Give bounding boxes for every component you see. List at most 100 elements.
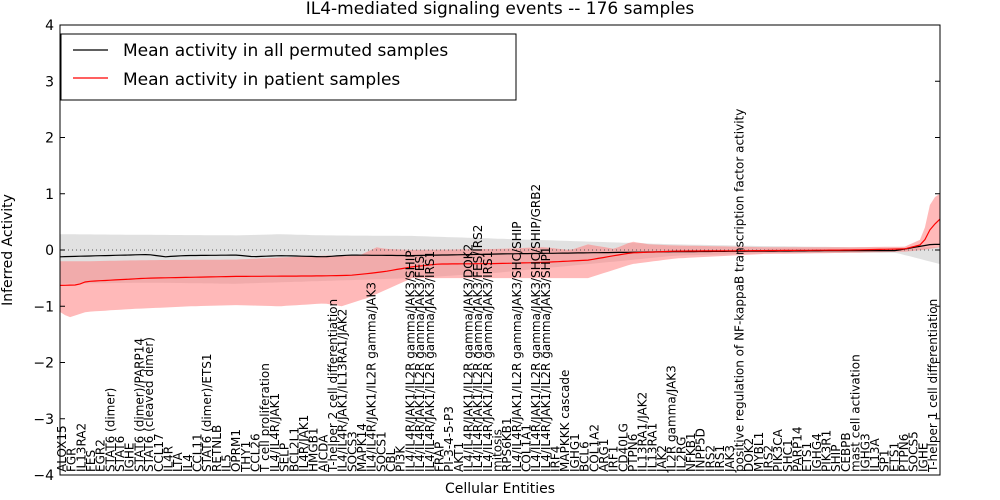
x-category-label: IL4/IL4R/JAK1/IL2R gamma/JAK3/SHIP <box>403 251 417 472</box>
x-category-label: IL2R gamma/JAK3 <box>665 365 679 472</box>
x-category-label: positive regulation of NF-kappaB transcr… <box>732 109 746 472</box>
x-category-label: CCL11 <box>191 433 205 472</box>
x-category-label: RPS6KB1 <box>500 417 514 472</box>
x-category-label: CEBPB <box>839 432 853 472</box>
y-tick-label: 1 <box>45 187 54 203</box>
x-category-label: T-helper 2 cell differentiation <box>326 299 340 473</box>
y-tick-label: 0 <box>45 243 54 259</box>
x-category-label: IGHG4 <box>810 433 824 472</box>
x-category-label: AKT1 <box>452 442 466 472</box>
y-tick-label: −4 <box>33 468 54 484</box>
x-category-label: SHC1 <box>781 439 795 472</box>
x-category-label: ALOX15 <box>55 425 69 472</box>
x-category-label: COL1A2 <box>587 424 601 472</box>
x-category-label: CCL26 <box>249 433 263 472</box>
x-category-label: THY1 <box>239 441 253 473</box>
x-category-label: IL4 <box>181 454 195 472</box>
x-category-label: NFKB1 <box>684 432 698 472</box>
x-category-label: PTPN6 <box>626 434 640 472</box>
x-category-label: T-helper 1 cell differentiation <box>926 299 940 473</box>
x-category-label: DOK2 <box>742 438 756 472</box>
x-category-label: IL4/IL4R/JAK1/IL2R gamma/JAK3/FES <box>413 256 427 472</box>
x-category-label: IL4/IL4R/JAK1/IL2R gamma/JAK3/FES/IRS2 <box>471 225 485 472</box>
x-category-label: SOCS1 <box>374 431 388 472</box>
x-category-label: CBL <box>384 448 398 472</box>
x-category-label: IRS2 <box>762 445 776 472</box>
x-category-label: PI-3-4-5-P3 <box>442 406 456 472</box>
x-category-label: IL4/IL4R/JAK1/IL2R gamma/JAK3/SHC/SHIP/G… <box>529 184 543 472</box>
x-category-label: IL4/IL4R/JAK1/IL2R gamma/JAK3/DOK2 <box>462 244 476 472</box>
y-tick-label: 2 <box>45 131 54 147</box>
x-category-label: JAK2 <box>655 445 669 473</box>
x-category-label: COL1A1 <box>520 424 534 472</box>
x-category-label: IGHG3 <box>858 433 872 472</box>
y-axis: −4 −3 −2 −1 0 1 2 3 4 <box>33 18 940 484</box>
y-tick-label: −3 <box>33 412 54 428</box>
x-category-label: IGHG1 <box>568 433 582 472</box>
x-category-label: MYBL1 <box>752 432 766 472</box>
x-category-label: IL4R/JAK1 <box>297 415 311 472</box>
x-category-label: T cell proliferation <box>258 363 272 473</box>
x-category-label: IL4/IL4R/JAK1/IL2R gamma/JAK3/IRS1 <box>481 251 495 472</box>
legend-box <box>60 33 517 101</box>
x-category-label: SOCS5 <box>907 431 921 472</box>
x-category-label: SOCS3 <box>345 431 359 472</box>
x-category-label: IGHE <box>916 443 930 472</box>
x-category-label: SP1 <box>878 449 892 472</box>
x-category-label: BCL6 <box>578 441 592 472</box>
x-category-label: IL13RA2 <box>74 423 88 472</box>
x-category-label: PARP14 <box>791 426 805 472</box>
x-category-label: STAT6 (dimer)/ETS1 <box>200 353 214 472</box>
x-category-label: IRS2 <box>703 445 717 472</box>
x-category-label: IL4/IL4R/JAK1/IL2R gamma/JAK3/IRS1 <box>423 251 437 472</box>
x-category-label: IL4/IL4R/JAK1/IL2R gamma/JAK3/SHP1 <box>539 246 553 472</box>
x-category-label: IGHE <box>123 443 137 472</box>
x-category-label: IL13RA1 <box>645 423 659 472</box>
x-category-label: CD40LG <box>616 423 630 472</box>
x-category-label: MAPKKK cascade <box>558 370 572 472</box>
x-category-label: SELP <box>278 443 292 472</box>
patient-mean-line <box>59 218 941 286</box>
x-category-label: IL4/IL4R/JAK1/IL2R gamma/JAK3 <box>365 282 379 472</box>
x-category-label: CCL17 <box>152 433 166 472</box>
y-tick-label: 4 <box>45 18 54 34</box>
x-category-label: IL4/IL4R/JAK1/IL13RA1/JAK2 <box>336 309 350 473</box>
x-category-label: IRF4 <box>549 446 563 472</box>
x-category-label: IL4/IL4R/JAK1 <box>268 393 282 472</box>
x-category-label: IL4/IL4R/JAK1/IL2R gamma/JAK3/SHC/SHIP <box>510 221 524 472</box>
chart-title: IL4-mediated signaling events -- 176 sam… <box>306 0 695 19</box>
x-axis-label: Cellular Entities <box>445 481 555 497</box>
x-category-label: STAT6 (dimer) <box>103 388 117 472</box>
y-tick-label: −1 <box>33 299 54 315</box>
x-category-label: BCL2L1 <box>287 427 301 472</box>
x-category-label: STAT6 (dimer)/PARP14 <box>132 338 146 472</box>
x-category-label: SHIP <box>829 445 843 472</box>
x-category-label: IL5 <box>220 454 234 472</box>
x-category-label: mast cell activation <box>849 354 863 472</box>
legend: Mean activity in all permuted samples Me… <box>60 33 517 101</box>
x-category-label: EGR2 <box>94 439 108 472</box>
x-category-label: PIK3R1 <box>820 430 834 472</box>
y-tick-label: −2 <box>33 356 54 372</box>
x-category-label: ETS1 <box>800 442 814 472</box>
x-category-label: LTA <box>171 452 185 472</box>
x-category-label: AICDA <box>316 434 330 472</box>
x-category-label: ARG1 <box>597 439 611 472</box>
x-category-label: PIK3CA <box>771 428 785 472</box>
bands-layer <box>60 193 940 318</box>
x-category-label: INPP5D <box>694 428 708 472</box>
x-category-label: HMGB1 <box>307 427 321 472</box>
patient-range-band <box>60 193 940 318</box>
x-category-label: FRAP <box>432 442 446 472</box>
x-category-label: IL13RA1/JAK2 <box>636 392 650 472</box>
lines-layer <box>59 218 941 286</box>
x-category-label: IRF1 <box>607 446 621 472</box>
x-category-label: MAPK14 <box>355 423 369 472</box>
legend-patient-label: Mean activity in patient samples <box>123 70 400 90</box>
x-category-label: IL4R <box>162 446 176 472</box>
x-category-label: IL13A <box>868 437 882 471</box>
x-category-label: PI3K <box>394 445 408 472</box>
x-category-label: PTPN6 <box>897 434 911 472</box>
x-category-label: FES <box>84 450 98 472</box>
